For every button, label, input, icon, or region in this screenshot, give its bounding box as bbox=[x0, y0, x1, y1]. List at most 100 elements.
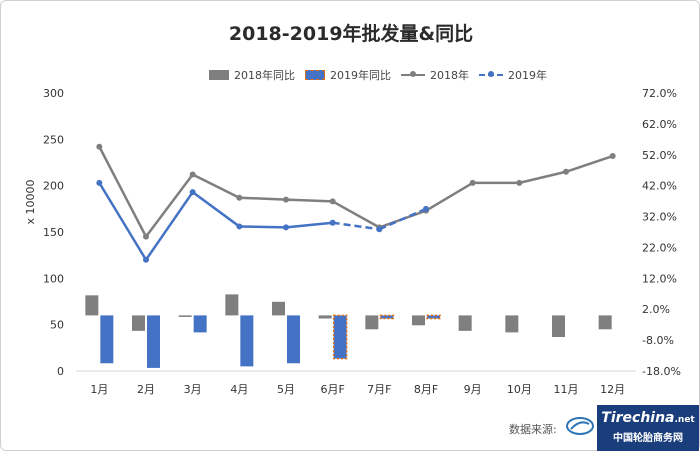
x-tick-label: 7月F bbox=[367, 383, 391, 396]
legend-label-2018-yoy: 2018年同比 bbox=[234, 69, 295, 82]
y-left-tick-label: 100 bbox=[43, 272, 64, 285]
y-right-tick-label: -18.0% bbox=[642, 365, 681, 378]
line-2019-point bbox=[143, 256, 149, 263]
line-2018-point bbox=[329, 198, 336, 205]
bar-2018-yoy bbox=[412, 315, 425, 326]
bar-2018-yoy bbox=[132, 315, 145, 331]
bar-2019-yoy bbox=[147, 315, 160, 368]
x-tick-label: 9月 bbox=[464, 383, 482, 396]
line-2018-point bbox=[143, 233, 149, 240]
legend-item-2018: 2018年 bbox=[401, 67, 469, 83]
x-tick-label: 2月 bbox=[137, 383, 155, 396]
x-tick-label: 11月 bbox=[554, 383, 579, 396]
y-left-tick-label: 50 bbox=[50, 319, 64, 332]
y-right-tick-label: 12.0% bbox=[642, 272, 677, 285]
line-2018-point bbox=[236, 194, 243, 201]
y-axis-label: x 10000 bbox=[24, 179, 37, 224]
x-tick-label: 5月 bbox=[277, 383, 295, 396]
bar-2019-yoy bbox=[287, 315, 300, 364]
legend-line-2018 bbox=[401, 69, 425, 81]
line-2018-point bbox=[609, 153, 616, 160]
line-2018-point bbox=[283, 196, 289, 203]
brand-subtitle: 中国轮胎商务网 bbox=[613, 433, 683, 444]
line-2018-point bbox=[469, 179, 476, 186]
y-left-tick-label: 150 bbox=[43, 226, 64, 239]
y-left-tick-label: 250 bbox=[43, 133, 64, 146]
bar-2018-yoy bbox=[178, 315, 192, 317]
y-right-tick-label: 32.0% bbox=[642, 211, 677, 224]
y-right-tick-label: 42.0% bbox=[642, 180, 677, 193]
line-2019-segment bbox=[191, 191, 241, 228]
brand-name-text: Tirechina bbox=[601, 410, 675, 426]
legend-swatch-2019-yoy bbox=[305, 70, 325, 80]
line-2019-point bbox=[329, 219, 336, 226]
bar-2019-yoy bbox=[240, 315, 254, 367]
line-2018-segment bbox=[332, 200, 380, 229]
line-2018-point bbox=[516, 179, 523, 186]
x-tick-label: 1月 bbox=[90, 383, 108, 396]
line-2018-point bbox=[189, 171, 196, 178]
line-2019-segment bbox=[332, 221, 380, 231]
legend-item-2018-yoy: 2018年同比 bbox=[209, 67, 295, 83]
brand-suffix: .net bbox=[674, 415, 695, 425]
line-2018-segment bbox=[519, 170, 567, 185]
bar-2018-yoy bbox=[225, 294, 239, 316]
line-2018-segment bbox=[425, 181, 474, 212]
x-tick-label: 4月 bbox=[230, 383, 248, 396]
bar-2018-yoy bbox=[598, 315, 612, 330]
line-2018-point bbox=[96, 143, 103, 150]
y-right-tick-label: -8.0% bbox=[642, 334, 674, 347]
y-right-tick-label: 62.0% bbox=[642, 118, 677, 131]
line-2019-segment bbox=[378, 207, 427, 231]
bar-2019-yoy bbox=[379, 314, 395, 320]
brand-name: Tirechina.net bbox=[597, 410, 699, 426]
x-tick-label: 10月 bbox=[507, 383, 532, 396]
bar-2019-yoy bbox=[426, 314, 441, 320]
legend-item-2019-yoy: 2019年同比 bbox=[305, 67, 391, 83]
line-2019-segment bbox=[98, 182, 148, 261]
bar-2019-yoy bbox=[193, 315, 207, 333]
x-tick-label: 8月F bbox=[414, 383, 438, 396]
bar-2018-yoy bbox=[365, 315, 379, 330]
y-left-tick-label: 0 bbox=[57, 365, 64, 378]
y-right-tick-label: 2.0% bbox=[642, 303, 670, 316]
y-left-tick-label: 200 bbox=[43, 180, 64, 193]
bar-2018-yoy bbox=[552, 315, 565, 338]
y-right-tick-label: 72.0% bbox=[642, 87, 677, 100]
line-2019-segment bbox=[239, 225, 287, 229]
legend-label-2019: 2019年 bbox=[508, 69, 547, 82]
line-2018-segment bbox=[565, 154, 614, 173]
y-right-tick-label: 52.0% bbox=[642, 149, 677, 162]
bar-2018-yoy bbox=[272, 301, 285, 316]
line-2019-point bbox=[283, 224, 289, 231]
line-2019-point bbox=[376, 226, 383, 233]
x-tick-label: 6月F bbox=[321, 383, 345, 396]
line-2018-segment bbox=[239, 196, 287, 201]
line-2019-segment bbox=[144, 191, 194, 261]
line-2018-segment bbox=[98, 146, 148, 238]
bar-2018-yoy bbox=[318, 315, 332, 319]
line-2019-point bbox=[236, 223, 243, 230]
line-2018-segment bbox=[285, 198, 333, 203]
legend-label-2018: 2018年 bbox=[430, 69, 469, 82]
chart-title: 2018-2019年批发量&同比 bbox=[228, 23, 474, 45]
line-2019-point bbox=[189, 189, 196, 196]
legend-swatch-2018-yoy bbox=[209, 70, 229, 80]
source-label: 数据来源: bbox=[509, 423, 557, 436]
bar-2018-yoy bbox=[85, 295, 99, 316]
line-2018-segment bbox=[145, 173, 194, 238]
legend-line-2019 bbox=[479, 69, 503, 81]
bar-2018-yoy bbox=[505, 315, 519, 333]
y-right-tick-label: 22.0% bbox=[642, 241, 677, 254]
line-2019-segment bbox=[285, 221, 333, 229]
chart-legend: 2018年同比 2019年同比 2018年 2019年 bbox=[209, 67, 547, 83]
brand-logo: Tirechina.net 中国轮胎商务网 bbox=[597, 405, 699, 451]
x-tick-label: 3月 bbox=[184, 383, 202, 396]
legend-item-2019: 2019年 bbox=[479, 67, 547, 83]
bar-2018-yoy bbox=[458, 315, 472, 331]
bar-2019-yoy bbox=[100, 315, 114, 364]
line-2019-point bbox=[96, 179, 103, 186]
x-tick-label: 12月 bbox=[600, 383, 625, 396]
